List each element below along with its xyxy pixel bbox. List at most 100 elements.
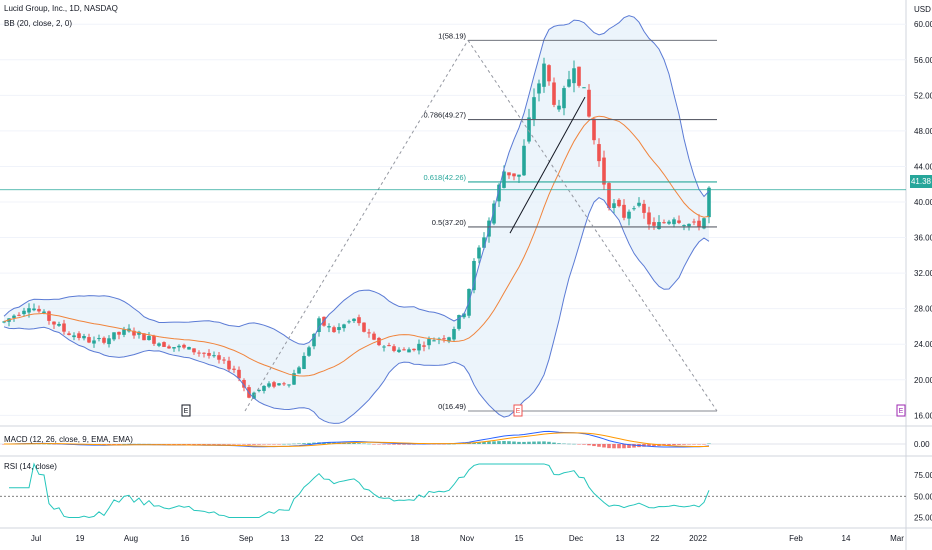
candle	[582, 87, 586, 89]
rsi-line	[9, 462, 710, 519]
candle	[567, 70, 571, 88]
candle	[377, 336, 381, 347]
candle	[277, 382, 281, 386]
candle	[197, 350, 201, 357]
candle-body	[357, 317, 361, 324]
time-axis-label: Sep	[239, 534, 254, 543]
earnings-box	[896, 404, 906, 417]
candle-body	[552, 82, 556, 105]
candle	[552, 77, 556, 108]
candle	[152, 334, 156, 347]
macd-hist-bar	[647, 444, 651, 447]
candle	[147, 332, 151, 341]
candle	[312, 332, 316, 350]
macd-hist-bar	[222, 444, 226, 445]
candle	[207, 349, 211, 359]
candle-body	[577, 66, 581, 86]
candle	[452, 326, 456, 343]
macd-hist-bar	[377, 444, 381, 445]
macd-hist-bar	[257, 444, 261, 445]
macd-hist-bar	[672, 444, 676, 446]
candle-body	[187, 347, 191, 350]
candle-body	[392, 346, 396, 351]
candle-body	[557, 105, 561, 110]
candle	[97, 334, 101, 342]
macd-hist-bar	[487, 441, 491, 444]
rsi-tick-label: 75.00	[914, 471, 932, 480]
candle-body	[217, 355, 221, 360]
candle-body	[527, 117, 531, 142]
candle-body	[442, 338, 446, 340]
candle	[602, 150, 606, 190]
macd-hist-bar	[497, 441, 501, 444]
macd-hist-bar	[482, 441, 486, 444]
macd-hist-bar	[297, 443, 301, 444]
candle	[77, 331, 81, 341]
macd-hist-bar	[477, 442, 481, 444]
candle-body	[697, 220, 701, 227]
price-tick-label: 40.00	[914, 198, 932, 207]
candle	[672, 217, 676, 228]
candle	[692, 218, 696, 226]
candle	[547, 64, 551, 86]
candle	[267, 381, 271, 389]
candle-body	[157, 343, 161, 346]
candle-body	[602, 157, 606, 185]
candle-body	[277, 383, 281, 386]
candle	[22, 307, 26, 317]
macd-hist-bar	[272, 444, 276, 445]
candle-body	[337, 327, 341, 331]
candle-body	[672, 219, 676, 225]
time-axis-label: Aug	[124, 534, 138, 543]
candle	[587, 84, 591, 118]
candle	[607, 182, 611, 211]
macd-hist-bar	[357, 443, 361, 444]
macd-hist-bar	[492, 441, 496, 444]
candle	[422, 341, 426, 352]
candle	[412, 348, 416, 352]
price-tick-label: 24.00	[914, 340, 932, 349]
rsi-legend[interactable]: RSI (14, close)	[4, 462, 57, 471]
macd-hist-bar	[622, 444, 626, 449]
macd-hist-bar	[707, 443, 711, 444]
time-axis-label: Nov	[460, 534, 474, 543]
bb-legend[interactable]: BB (20, close, 2, 0)	[4, 19, 73, 28]
candle-body	[282, 383, 286, 385]
macd-hist-bar	[367, 443, 371, 445]
macd-signal-line	[3, 432, 710, 448]
candle-body	[67, 333, 71, 335]
candle-body	[567, 79, 571, 87]
macd-hist-bar	[692, 444, 696, 445]
macd-legend[interactable]: MACD (12, 26, close, 9, EMA, EMA)	[4, 435, 133, 444]
candle	[257, 389, 261, 393]
macd-hist-bar	[52, 444, 56, 445]
candle	[327, 323, 331, 333]
candle	[662, 219, 666, 224]
fib-trend-line	[244, 40, 469, 412]
candle-body	[627, 211, 631, 219]
time-axis-label: Mar	[890, 534, 904, 543]
candle	[592, 117, 596, 145]
candle	[132, 327, 136, 339]
candle-body	[632, 208, 636, 210]
candle	[442, 335, 446, 343]
candle-body	[667, 221, 671, 224]
macd-hist-bar	[292, 443, 296, 445]
candles	[2, 57, 711, 399]
candle	[572, 60, 576, 93]
candle	[367, 328, 371, 338]
candle	[507, 172, 511, 179]
candle	[287, 384, 291, 388]
candle	[232, 365, 236, 373]
time-axis-label: 16	[181, 534, 190, 543]
macd-hist-bar	[527, 441, 531, 444]
symbol-title[interactable]: Lucid Group, Inc., 1D, NASDAQ	[4, 4, 118, 13]
candle	[92, 336, 96, 348]
macd-hist-bar	[447, 443, 451, 445]
macd-hist-bar	[542, 441, 546, 444]
candle	[227, 356, 231, 372]
price-tick-label: 36.00	[914, 234, 932, 243]
macd-hist-bar	[112, 444, 116, 445]
macd-hist-bar	[182, 444, 186, 445]
